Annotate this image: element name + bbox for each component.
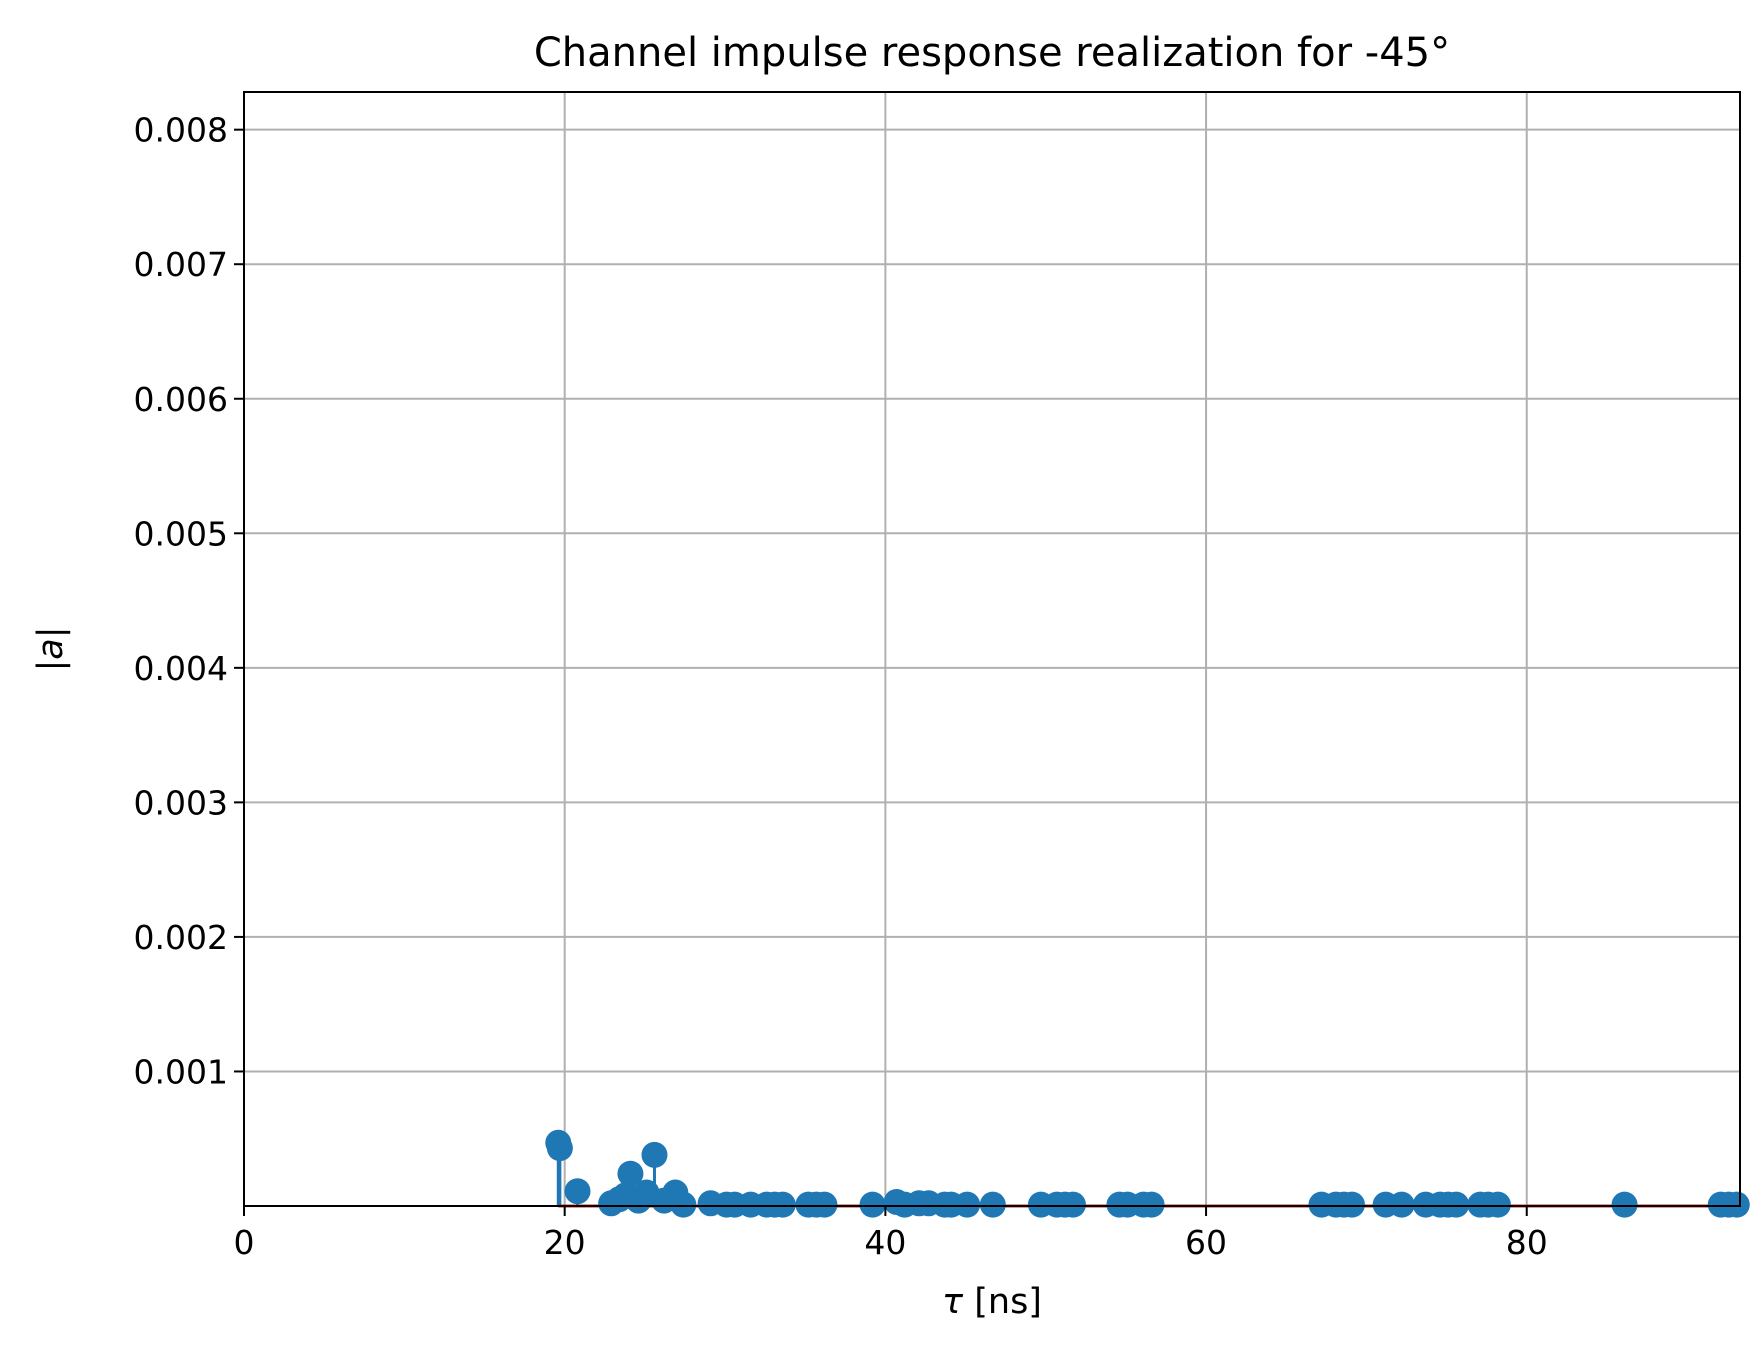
y-tick-label: 0.006 (134, 380, 228, 419)
stem-marker (979, 1191, 1006, 1218)
y-axis-label-symbol: a (31, 638, 71, 659)
stem-marker (546, 1135, 573, 1162)
x-tick-label: 80 (1506, 1223, 1548, 1262)
stem-marker (617, 1160, 644, 1187)
stem-marker (1338, 1191, 1365, 1218)
grid (243, 92, 1740, 1206)
y-tick-label: 0.005 (134, 514, 228, 553)
x-axis-label-unit-text: [ns] (974, 1282, 1042, 1322)
stem-marker (1484, 1191, 1511, 1218)
stem-marker (564, 1178, 591, 1205)
x-axis-label-unit (963, 1282, 974, 1322)
stem-marker (811, 1191, 838, 1218)
stem-marker (859, 1191, 886, 1218)
stem-markers (545, 1129, 1750, 1218)
stem-marker (769, 1191, 796, 1218)
stem-marker (1138, 1191, 1165, 1218)
y-tick-label: 0.004 (134, 649, 228, 688)
chart-title: Channel impulse response realization for… (534, 30, 1450, 76)
x-axis-label: τ [ns] (942, 1282, 1042, 1322)
stem-marker (1388, 1191, 1415, 1218)
stem-marker (670, 1191, 697, 1218)
stem-marker (1611, 1191, 1638, 1218)
y-axis-label-right-bar: | (31, 626, 71, 638)
x-tick-label: 0 (234, 1223, 255, 1262)
x-tick-label: 20 (544, 1223, 586, 1262)
y-axis-label-left-bar: | (31, 660, 71, 672)
y-tick-label: 0.002 (134, 918, 228, 957)
stem-marker (954, 1191, 981, 1218)
y-axis-ticks: 0.001 0.002 0.003 0.004 0.005 0.006 0.007 0.008 (134, 111, 244, 1091)
x-axis-label-symbol: τ (942, 1282, 964, 1322)
x-tick-label: 40 (864, 1223, 906, 1262)
y-axis-label: |a| (31, 626, 71, 671)
stem-marker (641, 1141, 668, 1168)
y-tick-label: 0.007 (134, 245, 228, 284)
plot-frame (243, 91, 1741, 1207)
stem-marker (1443, 1191, 1470, 1218)
y-tick-label: 0.001 (134, 1052, 228, 1091)
stem-marker (1059, 1191, 1086, 1218)
x-tick-label: 60 (1185, 1223, 1227, 1262)
stem-marker (1723, 1191, 1750, 1218)
y-tick-label: 0.003 (134, 783, 228, 822)
y-tick-label: 0.008 (134, 111, 228, 150)
x-axis-ticks: 0 20 40 60 80 (234, 1206, 1548, 1262)
